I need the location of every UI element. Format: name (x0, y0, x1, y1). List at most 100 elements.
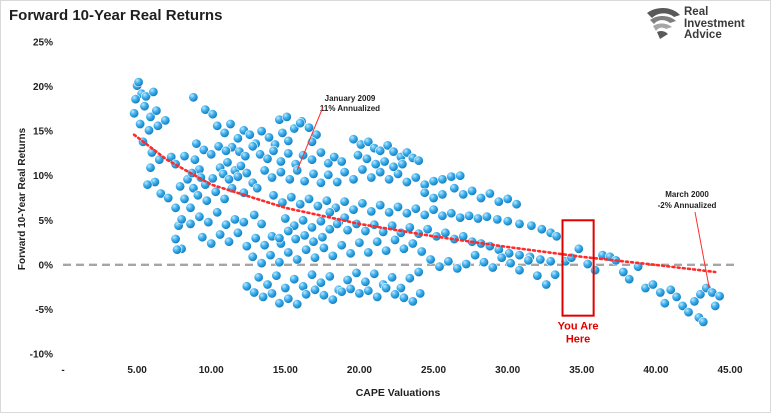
data-point (392, 168, 403, 179)
data-point (241, 241, 252, 252)
data-point (413, 155, 424, 166)
data-point (354, 237, 365, 248)
data-point (671, 291, 682, 302)
data-point (324, 207, 335, 218)
data-point (504, 248, 515, 259)
x-axis-ticks: - 5.00 10.00 15.00 20.00 25.00 30.00 35.00 40.00… (61, 365, 743, 376)
data-point (329, 152, 340, 163)
data-point (155, 188, 166, 199)
data-point (573, 243, 584, 254)
data-point (541, 279, 552, 290)
data-point (375, 200, 386, 211)
data-point (148, 86, 159, 97)
data-point (618, 266, 629, 277)
data-point (336, 286, 347, 297)
data-point (392, 201, 403, 212)
data-point (303, 193, 314, 204)
data-point (361, 153, 372, 164)
data-point (381, 282, 392, 293)
data-point (395, 282, 406, 293)
data-point (532, 270, 543, 281)
y-tick-label: 20% (33, 82, 53, 93)
y-tick-label: -10% (30, 350, 53, 361)
data-point (659, 298, 670, 309)
brand-logo: Real Investment Advice (644, 5, 764, 45)
y-axis-ticks: 25% 20% 15% 10% 5% 0% -5% -10% (30, 38, 53, 361)
data-point (590, 265, 601, 276)
data-point (550, 269, 561, 280)
data-point (308, 236, 319, 247)
data-point (360, 226, 371, 237)
data-point (647, 279, 658, 290)
data-point (389, 289, 400, 300)
data-point (582, 258, 593, 269)
data-point (215, 229, 226, 240)
data-point (309, 284, 320, 295)
data-point (324, 271, 335, 282)
data-point (315, 177, 326, 188)
data-point (309, 252, 320, 263)
data-point (446, 171, 457, 182)
data-point (129, 108, 140, 119)
data-point (379, 156, 390, 167)
data-point (425, 254, 436, 265)
data-point (133, 77, 144, 88)
data-point (188, 92, 199, 103)
data-points-layer (129, 77, 725, 327)
data-point (455, 170, 466, 181)
data-point (318, 290, 329, 301)
data-point (198, 144, 209, 155)
annotation-mar-2000-line-1: March 2000 (665, 190, 709, 199)
data-point (179, 151, 190, 162)
data-point (342, 274, 353, 285)
chart-title: Forward 10-Year Real Returns (9, 7, 223, 24)
annotation-mar-2000-line-2: -2% Annualized (658, 201, 717, 210)
data-point (249, 209, 260, 220)
data-point (253, 272, 264, 283)
data-point (443, 256, 454, 267)
data-point (434, 261, 445, 272)
data-point (416, 246, 427, 257)
data-point (677, 300, 688, 311)
data-point (274, 257, 285, 268)
data-point (388, 161, 399, 172)
data-point (502, 216, 513, 227)
data-point (545, 256, 556, 267)
data-point (384, 174, 395, 185)
data-point (428, 176, 439, 187)
data-point (475, 193, 486, 204)
data-point (422, 224, 433, 235)
data-point (315, 277, 326, 288)
data-point (283, 148, 294, 159)
data-point (407, 296, 418, 307)
data-point (398, 292, 409, 303)
data-point (256, 258, 267, 269)
data-point (336, 156, 347, 167)
data-point (369, 268, 380, 279)
data-point (312, 201, 323, 212)
data-point (191, 138, 202, 149)
data-point (470, 250, 481, 261)
data-point (351, 267, 362, 278)
data-point (206, 149, 217, 160)
data-point (232, 171, 243, 182)
data-point (317, 232, 328, 243)
data-point (292, 254, 303, 265)
x-axis-title: CAPE Valuations (356, 387, 441, 399)
data-point (384, 207, 395, 218)
data-point (375, 167, 386, 178)
data-point (207, 109, 218, 120)
data-point (145, 162, 156, 173)
data-point (238, 217, 249, 228)
data-point (266, 172, 277, 183)
data-point (306, 269, 317, 280)
data-point (229, 214, 240, 225)
data-point (348, 134, 359, 145)
data-point (467, 185, 478, 196)
data-point (139, 101, 150, 112)
data-point (170, 234, 181, 245)
data-point (262, 153, 273, 164)
trendline (132, 133, 717, 274)
data-point (551, 231, 562, 242)
